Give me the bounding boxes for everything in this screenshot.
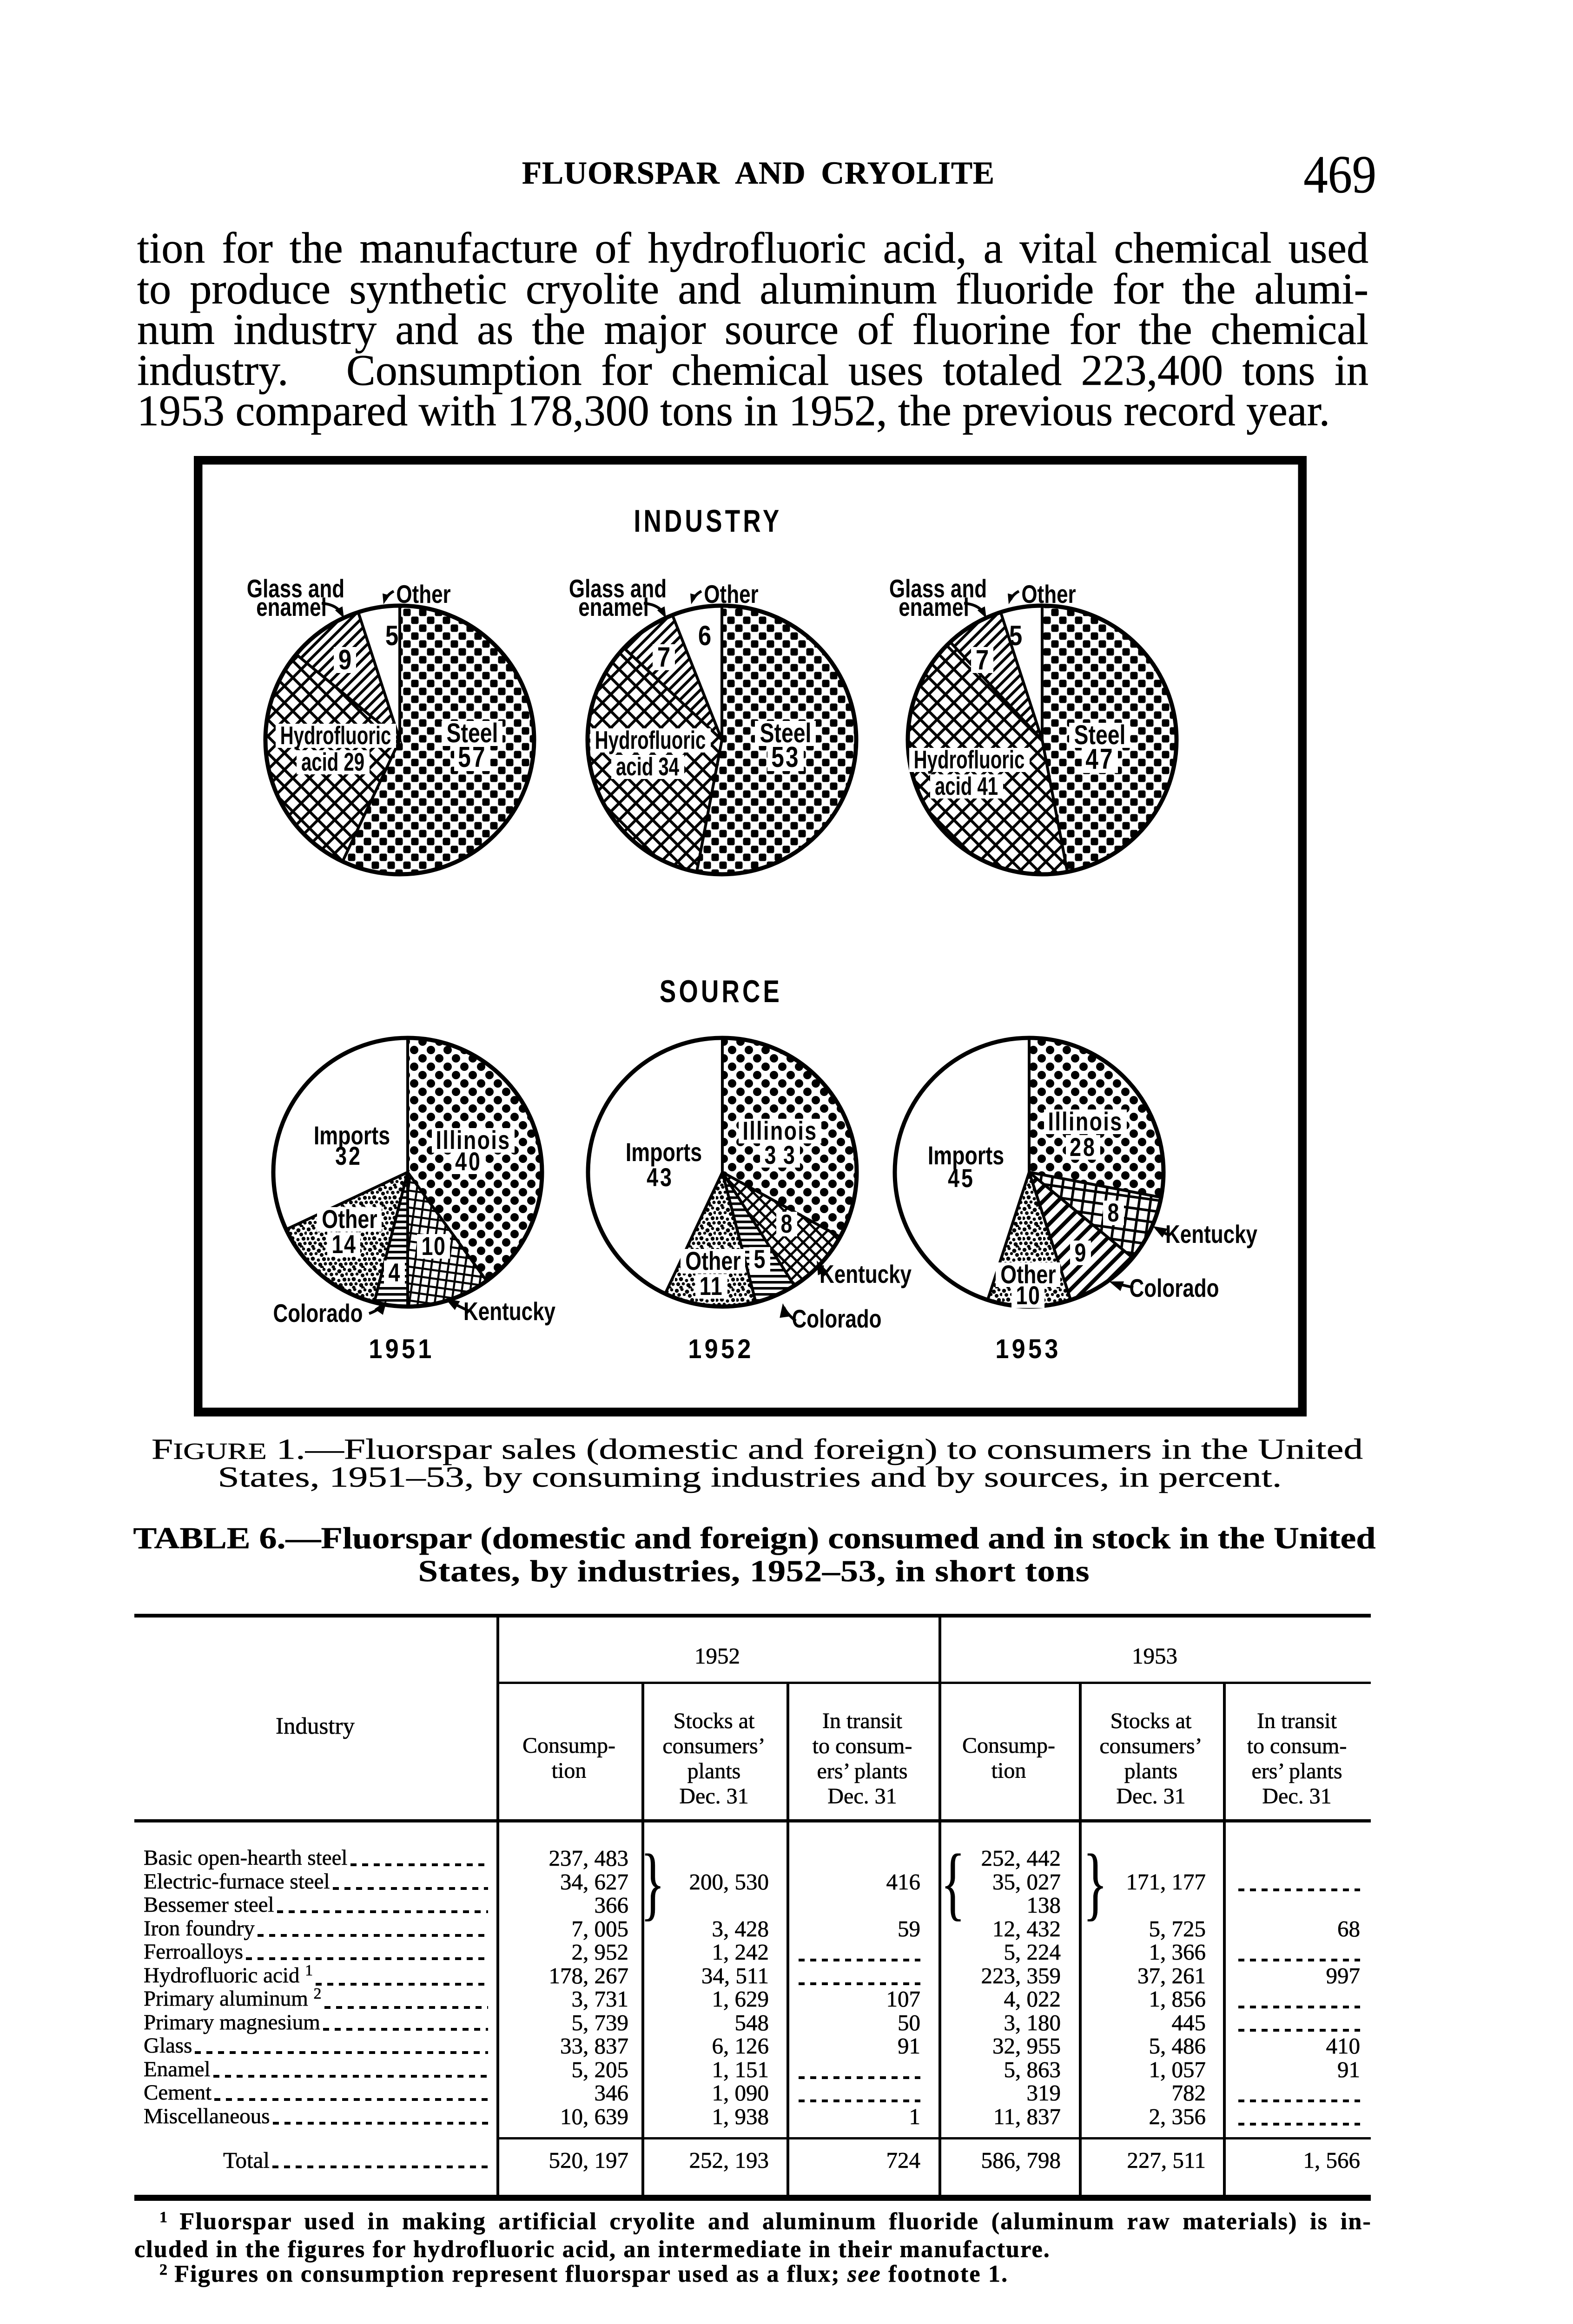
svg-text:Other: Other [685, 1246, 740, 1275]
svg-text:1951: 1951 [369, 1334, 434, 1364]
svg-text:9: 9 [1075, 1238, 1086, 1267]
svg-text:INDUSTRY: INDUSTRY [634, 503, 782, 539]
svg-text:11: 11 [700, 1271, 723, 1301]
svg-text:Imports: Imports [314, 1121, 390, 1150]
svg-text:Glass and: Glass and [247, 574, 344, 603]
svg-text:Other: Other [322, 1204, 377, 1234]
svg-text:Steel: Steel [760, 718, 812, 748]
svg-text:Colorado: Colorado [273, 1299, 363, 1327]
svg-text:acid 29: acid 29 [301, 748, 364, 777]
svg-text:45: 45 [948, 1163, 975, 1193]
svg-text:43: 43 [647, 1162, 674, 1192]
svg-text:4: 4 [389, 1258, 400, 1287]
svg-text:enamel: enamel [899, 593, 969, 621]
svg-text:3 3: 3 3 [764, 1140, 795, 1169]
svg-text:Kentucky: Kentucky [463, 1297, 555, 1326]
svg-text:Other: Other [396, 580, 450, 608]
svg-text:enamel: enamel [578, 593, 649, 621]
svg-text:acid 34: acid 34 [616, 753, 679, 781]
svg-text:7: 7 [657, 641, 670, 673]
svg-text:57: 57 [458, 741, 487, 773]
svg-text:Other: Other [1021, 580, 1076, 608]
svg-text:9: 9 [338, 644, 351, 675]
svg-text:6: 6 [698, 620, 711, 651]
svg-text:SOURCE: SOURCE [660, 974, 782, 1009]
svg-text:Other: Other [704, 580, 758, 608]
svg-text:5: 5 [754, 1244, 766, 1274]
svg-text:32: 32 [335, 1141, 362, 1170]
svg-text:53: 53 [771, 741, 800, 773]
svg-text:10: 10 [421, 1231, 446, 1261]
svg-text:Glass and: Glass and [569, 574, 667, 603]
svg-text:8: 8 [781, 1209, 793, 1238]
svg-text:5: 5 [385, 620, 398, 651]
svg-text:Kentucky: Kentucky [1165, 1220, 1257, 1248]
svg-text:Glass and: Glass and [889, 574, 987, 603]
svg-text:acid 41: acid 41 [935, 772, 998, 801]
svg-text:Hydrofluoric: Hydrofluoric [914, 746, 1025, 774]
svg-text:Kentucky: Kentucky [820, 1260, 912, 1288]
svg-text:Steel: Steel [1074, 720, 1126, 750]
svg-text:10: 10 [1016, 1281, 1040, 1310]
svg-text:Illinois: Illinois [742, 1116, 817, 1145]
svg-text:1953: 1953 [995, 1334, 1061, 1364]
svg-text:enamel: enamel [256, 593, 327, 621]
svg-text:14: 14 [331, 1229, 356, 1259]
svg-text:28: 28 [1070, 1132, 1097, 1162]
svg-text:Imports: Imports [928, 1141, 1004, 1170]
svg-text:40: 40 [455, 1147, 482, 1176]
svg-text:Steel: Steel [447, 718, 498, 748]
svg-text:Hydrofluoric: Hydrofluoric [280, 721, 391, 750]
svg-text:7: 7 [976, 644, 989, 675]
svg-text:Imports: Imports [626, 1137, 702, 1167]
svg-text:Hydrofluoric: Hydrofluoric [595, 726, 706, 755]
svg-text:Colorado: Colorado [792, 1304, 881, 1333]
svg-text:47: 47 [1085, 743, 1114, 775]
svg-text:1952: 1952 [688, 1334, 753, 1364]
svg-text:Illinois: Illinois [1048, 1107, 1123, 1136]
svg-text:5: 5 [1009, 620, 1022, 651]
svg-text:8: 8 [1108, 1198, 1119, 1227]
svg-text:Colorado: Colorado [1129, 1274, 1219, 1302]
